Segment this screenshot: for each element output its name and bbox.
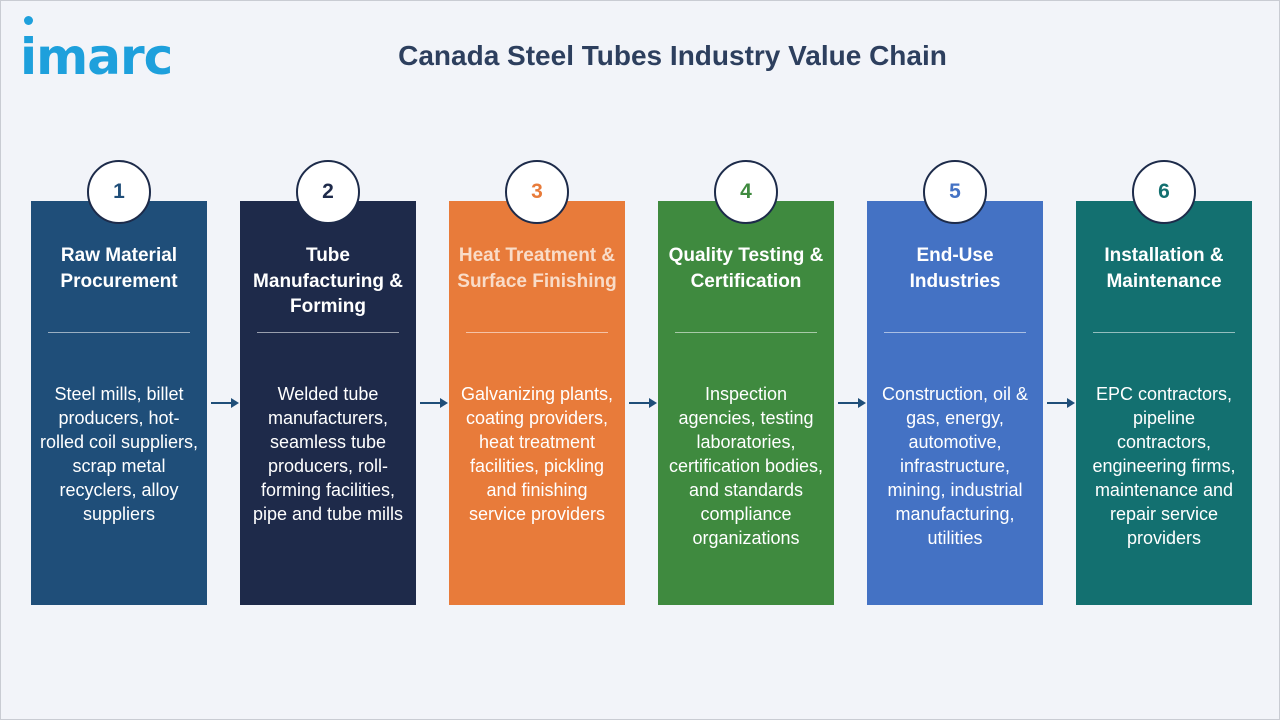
- stage-description: Welded tube manufacturers, seamless tube…: [252, 384, 404, 524]
- stage-divider: [675, 332, 817, 333]
- stage-number-badge: 4: [714, 160, 778, 224]
- stage-end-use-industries: 5 End-Use Industries Construction, oil &…: [867, 160, 1043, 605]
- arrow-right-icon: [629, 398, 657, 408]
- stage-divider: [48, 332, 190, 333]
- stage-installation-maintenance: 6 Installation & Maintenance EPC contrac…: [1076, 160, 1252, 605]
- stage-description: Galvanizing plants, coating providers, h…: [460, 384, 614, 524]
- stage-description: Steel mills, billet producers, hot-rolle…: [39, 384, 199, 524]
- stage-number-badge: 2: [296, 160, 360, 224]
- stage-heat-treatment-surface-finishing: 3 Heat Treatment & Surface Finishing Gal…: [449, 160, 625, 605]
- stage-divider: [1093, 332, 1235, 333]
- stage-description: Construction, oil & gas, energy, automot…: [881, 384, 1029, 548]
- stage-quality-testing-certification: 4 Quality Testing & Certification Inspec…: [658, 160, 834, 605]
- stage-title: Quality Testing & Certification: [668, 245, 824, 292]
- logo-dot: [24, 16, 33, 25]
- stage-description: EPC contractors, pipeline contractors, e…: [1092, 384, 1236, 548]
- arrow-right-icon: [1047, 398, 1075, 408]
- stage-divider: [466, 332, 608, 333]
- logo-text: imarc: [20, 28, 173, 86]
- stage-number-badge: 3: [505, 160, 569, 224]
- stage-raw-material-procurement: 1 Raw Material Procurement Steel mills, …: [31, 160, 207, 605]
- stage-title: Installation & Maintenance: [1104, 245, 1224, 292]
- arrow-right-icon: [420, 398, 448, 408]
- stage-description: Inspection agencies, testing laboratorie…: [668, 384, 824, 548]
- stage-title: Heat Treatment & Surface Finishing: [457, 245, 617, 292]
- page-title: Canada Steel Tubes Industry Value Chain: [398, 40, 947, 71]
- stage-title: Raw Material Procurement: [60, 245, 178, 292]
- stage-tube-manufacturing-forming: 2 Tube Manufacturing & Forming Welded tu…: [240, 160, 416, 605]
- arrow-right-icon: [838, 398, 866, 408]
- stage-title: End-Use Industries: [909, 245, 1001, 292]
- stage-number-badge: 5: [923, 160, 987, 224]
- stage-title: Tube Manufacturing & Forming: [253, 245, 403, 317]
- stage-divider: [884, 332, 1026, 333]
- stage-number-badge: 1: [87, 160, 151, 224]
- stage-divider: [257, 332, 399, 333]
- stage-number-badge: 6: [1132, 160, 1196, 224]
- arrow-right-icon: [211, 398, 239, 408]
